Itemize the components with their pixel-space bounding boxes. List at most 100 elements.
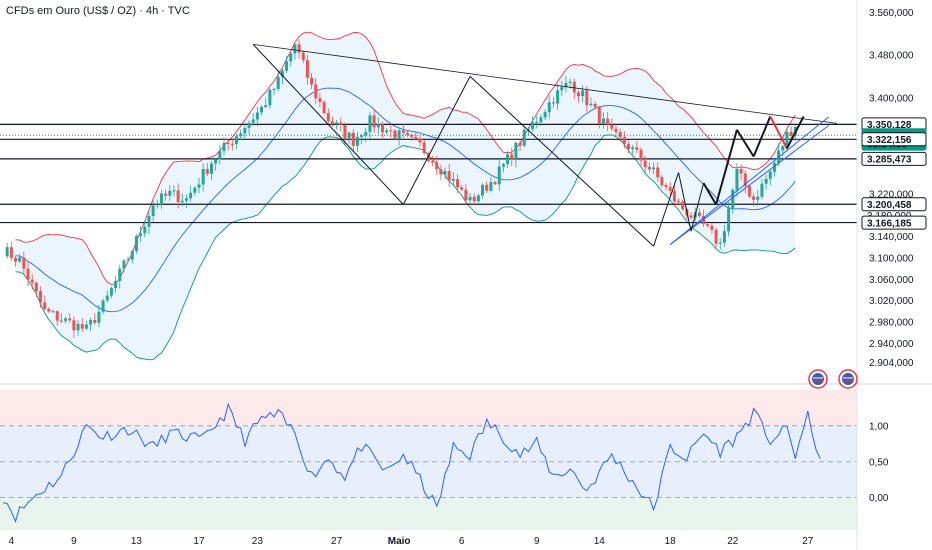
candle-body <box>764 178 768 184</box>
candle <box>89 317 93 331</box>
candle <box>405 130 409 138</box>
candle-body <box>197 184 201 188</box>
candle-body <box>622 137 626 145</box>
x-tick-label: 4 <box>9 536 15 547</box>
candle <box>585 86 589 112</box>
candle-body <box>593 103 597 107</box>
candle-body <box>251 119 255 123</box>
candle <box>614 124 618 136</box>
candle-body <box>314 84 318 99</box>
candle-body <box>109 288 113 296</box>
candle <box>601 112 605 129</box>
candle <box>201 163 205 192</box>
x-tick-label: 18 <box>665 536 677 547</box>
bb-upper-line <box>15 31 796 285</box>
event-flags[interactable] <box>808 369 858 389</box>
candle <box>26 261 30 287</box>
zigzag-segment <box>469 76 654 247</box>
candle-body <box>647 166 651 170</box>
candle <box>535 115 539 129</box>
candle <box>130 250 134 264</box>
candle <box>289 51 293 67</box>
candle <box>64 316 68 324</box>
candle <box>564 75 568 93</box>
candle <box>251 113 255 126</box>
candle-body <box>756 196 760 200</box>
candle-body <box>601 118 605 124</box>
x-tick-label: 13 <box>131 536 143 547</box>
candle-body <box>747 186 751 197</box>
price-tag-label: 3.200,458 <box>867 200 912 211</box>
candle <box>143 220 147 238</box>
zigzag-segment <box>653 172 680 247</box>
candle-body <box>93 320 97 323</box>
candle-body <box>264 105 268 107</box>
candle-body <box>460 187 464 190</box>
zigzag-segment <box>736 129 755 158</box>
rsi-tick-label: 0,00 <box>869 493 889 504</box>
y-tick-label: 3.560,000 <box>869 8 914 19</box>
candle <box>226 139 230 151</box>
candle-body <box>97 311 101 323</box>
us-flag-icon[interactable] <box>838 369 858 389</box>
candle-body <box>464 189 468 201</box>
candle <box>581 85 585 103</box>
candle-body <box>134 235 138 252</box>
candle-body <box>101 300 105 312</box>
candle <box>464 183 468 206</box>
candle-body <box>34 282 38 292</box>
candle <box>456 174 460 194</box>
candle <box>668 181 672 198</box>
candle-body <box>9 247 13 258</box>
candle-body <box>147 216 151 227</box>
candle-body <box>255 112 259 120</box>
candle-body <box>652 167 656 170</box>
candle <box>497 160 501 191</box>
candle-body <box>614 128 618 132</box>
candle-body <box>235 136 239 144</box>
y-tick-label: 3.020,000 <box>869 296 914 307</box>
us-flag-icon[interactable] <box>808 369 828 389</box>
candle <box>718 237 722 250</box>
bb-fill <box>15 32 796 360</box>
candle <box>401 123 405 141</box>
rsi-oversold-zone <box>0 497 857 530</box>
candle-body <box>355 136 359 146</box>
candle-body <box>735 169 739 190</box>
candle <box>435 156 439 175</box>
candle <box>210 160 213 180</box>
candle <box>547 95 551 119</box>
candle-body <box>722 231 726 243</box>
candle <box>768 169 772 186</box>
trendline-ascending-support-2 <box>669 125 829 245</box>
candle <box>59 313 63 324</box>
candle <box>151 199 155 222</box>
candle <box>627 140 630 154</box>
candle <box>468 193 472 205</box>
price-pane[interactable] <box>0 31 857 361</box>
candle-body <box>681 201 685 210</box>
candle <box>451 171 455 187</box>
candle <box>672 185 676 205</box>
candle <box>310 73 314 90</box>
candle-body <box>739 169 743 174</box>
candle-body <box>760 183 764 197</box>
rsi-pane[interactable] <box>0 390 857 530</box>
candle-body <box>531 122 535 129</box>
candle-body <box>660 177 664 186</box>
candle <box>305 54 309 85</box>
candle <box>664 183 668 191</box>
candle-body <box>14 257 18 262</box>
candle-body <box>380 124 384 133</box>
candle <box>55 310 59 326</box>
candle-body <box>668 186 672 191</box>
trendline-ascending-support <box>669 116 829 245</box>
candle <box>631 144 635 155</box>
y-tick-label: 2.980,000 <box>869 317 914 328</box>
candle-body <box>59 320 63 322</box>
candle-body <box>631 147 635 150</box>
candle <box>385 128 389 135</box>
candle-body <box>418 138 422 143</box>
candle-body <box>618 131 622 138</box>
candle <box>364 127 368 142</box>
